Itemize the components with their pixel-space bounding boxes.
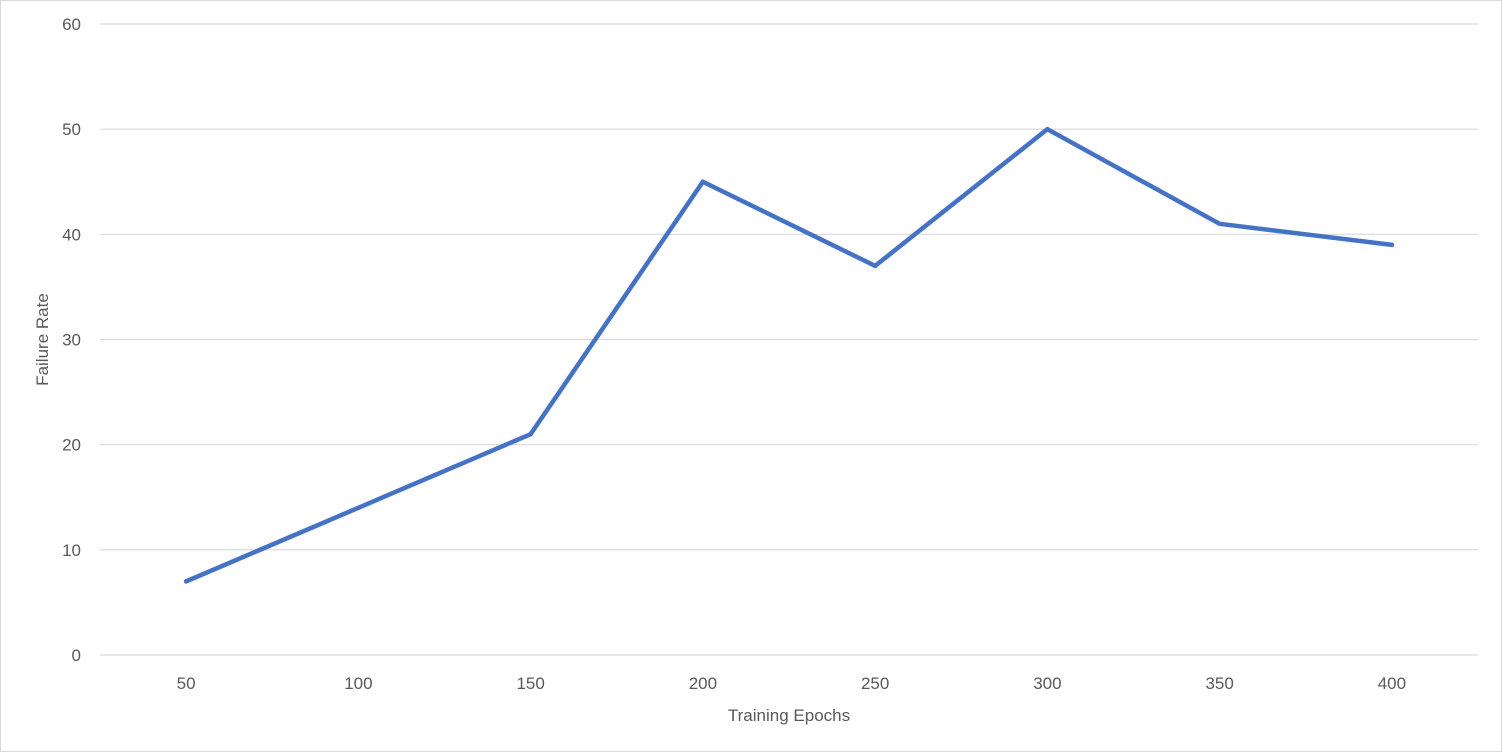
gridlines xyxy=(100,23,1478,656)
x-tick-label: 150 xyxy=(516,674,544,693)
y-tick-label: 0 xyxy=(72,646,81,665)
x-tick-label: 100 xyxy=(344,674,372,693)
y-axis-title: Failure Rate xyxy=(33,293,52,386)
data-point xyxy=(528,431,533,437)
data-point xyxy=(1217,221,1222,227)
x-tick-label: 200 xyxy=(689,674,717,693)
data-point xyxy=(356,505,361,511)
data-point xyxy=(872,263,878,269)
x-axis-title: Training Epochs xyxy=(728,706,850,725)
series-lines xyxy=(183,126,1395,584)
y-tick-label: 20 xyxy=(62,436,81,455)
y-tick-label: 50 xyxy=(62,120,81,139)
x-tick-label: 250 xyxy=(861,674,889,693)
data-point xyxy=(1045,126,1050,132)
x-tick-label: 300 xyxy=(1033,674,1061,693)
x-axis-ticks: 50 100 150 200 250 300 350 400 xyxy=(177,674,1406,693)
y-axis-ticks: 0 10 20 30 40 50 60 xyxy=(62,15,81,665)
y-tick-label: 10 xyxy=(62,541,81,560)
x-tick-label: 350 xyxy=(1205,674,1233,693)
data-point xyxy=(183,579,189,584)
y-tick-label: 40 xyxy=(62,225,81,244)
x-tick-label: 50 xyxy=(177,674,196,693)
y-tick-label: 60 xyxy=(62,15,81,34)
data-point xyxy=(700,179,706,184)
data-point xyxy=(1389,242,1395,248)
y-tick-label: 30 xyxy=(62,331,81,350)
x-tick-label: 400 xyxy=(1378,674,1406,693)
series-line xyxy=(183,126,1395,584)
